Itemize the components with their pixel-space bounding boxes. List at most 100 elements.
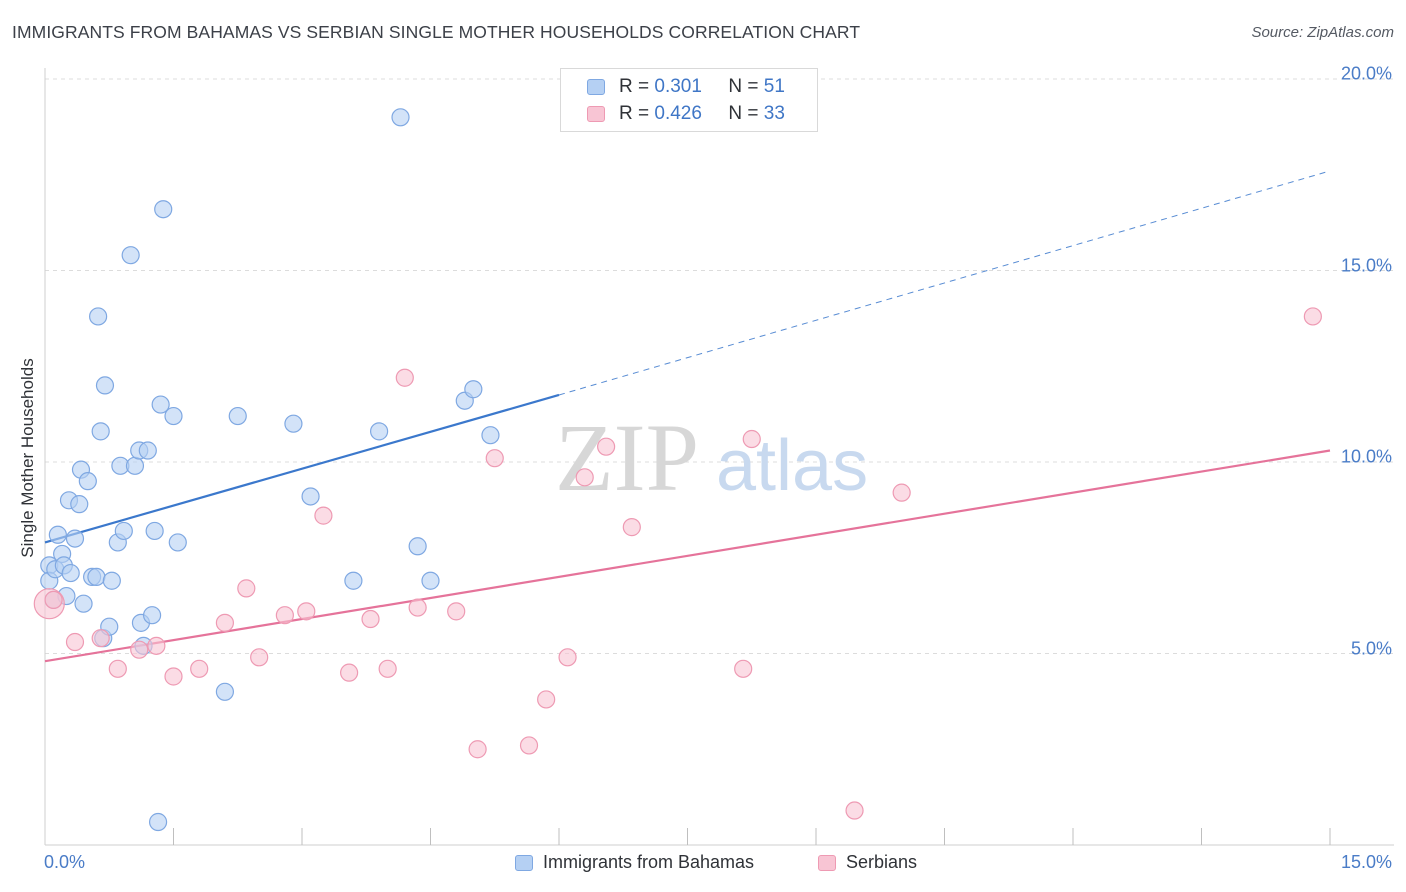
point-serbians — [147, 636, 166, 655]
point-bahamas — [151, 395, 170, 414]
axes — [44, 68, 1394, 846]
legend-swatch-bahamas — [587, 79, 605, 95]
point-bahamas — [48, 525, 67, 544]
point-bahamas — [74, 594, 93, 613]
point-serbians — [190, 659, 209, 678]
point-bahamas — [89, 307, 108, 326]
point-serbians — [250, 648, 269, 667]
bottom-legend-label-bahamas: Immigrants from Bahamas — [543, 852, 755, 872]
point-bahamas — [91, 422, 110, 441]
point-serbians — [395, 368, 414, 387]
y-tick-label: 15.0% — [1340, 255, 1392, 275]
point-bahamas — [481, 426, 500, 445]
point-serbians — [215, 613, 234, 632]
point-serbians — [742, 429, 761, 449]
bottom-swatch-serbians — [818, 854, 836, 871]
watermark-zip: ZIP — [555, 404, 699, 511]
watermark-atlas: atlas — [716, 426, 868, 506]
point-bahamas — [121, 246, 140, 265]
point-bahamas — [344, 571, 363, 590]
point-serbians — [734, 659, 753, 678]
point-bahamas — [464, 380, 483, 399]
legend-row-bahamas: R = 0.301 N = 51 — [587, 76, 785, 98]
trend-line-serbians — [44, 449, 1331, 663]
point-serbians — [468, 740, 487, 759]
chart-title: IMMIGRANTS FROM BAHAMAS VS SERBIAN SINGL… — [12, 22, 861, 42]
point-serbians — [622, 518, 641, 537]
bottom-legend-label-serbians: Serbians — [846, 852, 918, 872]
point-bahamas — [125, 456, 145, 475]
point-serbians — [597, 437, 616, 456]
point-bahamas — [408, 537, 427, 556]
legend-n-label: N = — [728, 103, 759, 124]
point-bahamas — [142, 606, 162, 625]
point-serbians — [558, 648, 577, 667]
point-serbians — [485, 449, 504, 468]
point-serbians — [447, 602, 466, 621]
legend-row-serbians: R = 0.426 N = 33 — [587, 103, 785, 125]
legend-n-value: 33 — [763, 103, 785, 124]
point-bahamas — [148, 812, 168, 832]
watermark: ZIP atlas — [555, 404, 868, 511]
bottom-swatch-bahamas — [515, 854, 533, 871]
bottom-legend-serbians: Serbians — [818, 852, 917, 873]
bottom-legend-bahamas: Immigrants from Bahamas — [515, 852, 754, 873]
legend-n-value: 51 — [763, 76, 785, 97]
legend-r-value: 0.301 — [654, 76, 702, 97]
point-serbians — [91, 629, 110, 648]
point-bahamas — [114, 521, 133, 541]
point-serbians — [108, 659, 127, 678]
legend: R = 0.301 N = 51 R = 0.426 N = 33 — [560, 68, 818, 132]
point-serbians — [65, 632, 85, 652]
point-serbians — [361, 609, 380, 629]
point-serbians — [297, 602, 316, 621]
point-bahamas — [87, 567, 106, 587]
point-bahamas — [65, 529, 85, 548]
point-serbians — [340, 663, 359, 682]
point-serbians — [44, 590, 63, 609]
point-bahamas — [228, 406, 247, 426]
point-serbians — [537, 690, 556, 709]
point-serbians — [378, 659, 397, 678]
point-bahamas — [70, 495, 89, 514]
chart-source: Source: ZipAtlas.com — [1251, 24, 1394, 41]
point-serbians — [519, 736, 539, 755]
point-serbians — [575, 468, 594, 487]
point-serbians — [408, 598, 427, 617]
point-bahamas — [168, 533, 187, 552]
legend-swatch-serbians — [587, 106, 605, 122]
point-bahamas — [78, 472, 97, 491]
trend-lines — [44, 170, 1331, 663]
point-bahamas — [370, 422, 389, 441]
trend-line-bahamas-extension — [558, 170, 1331, 396]
y-tick-label: 10.0% — [1340, 446, 1392, 467]
point-serbians — [314, 506, 333, 525]
point-bahamas — [215, 682, 234, 701]
y-tick-label: 5.0% — [1350, 638, 1392, 658]
point-serbians — [892, 483, 911, 502]
point-bahamas — [391, 108, 410, 127]
point-bahamas — [421, 571, 440, 590]
trend-line-bahamas — [44, 393, 560, 544]
point-serbians — [237, 579, 256, 598]
grid-lines — [45, 78, 1394, 654]
y-tick-label: 20.0% — [1340, 63, 1392, 84]
point-bahamas — [164, 406, 183, 426]
legend-r-label: R = — [619, 76, 650, 97]
point-bahamas — [138, 441, 157, 460]
point-bahamas — [102, 571, 121, 590]
data-points — [33, 108, 1322, 832]
point-bahamas — [95, 376, 115, 395]
point-serbians — [1303, 307, 1322, 326]
point-bahamas — [61, 563, 80, 583]
point-serbians — [845, 801, 864, 820]
point-bahamas — [301, 487, 320, 506]
point-serbians — [130, 640, 149, 659]
point-bahamas — [154, 200, 173, 219]
legend-r-value: 0.426 — [654, 103, 702, 124]
point-bahamas — [145, 521, 164, 541]
point-serbians — [164, 667, 183, 686]
x-tick-label-max: 15.0% — [1340, 852, 1392, 872]
point-serbians — [275, 606, 294, 625]
